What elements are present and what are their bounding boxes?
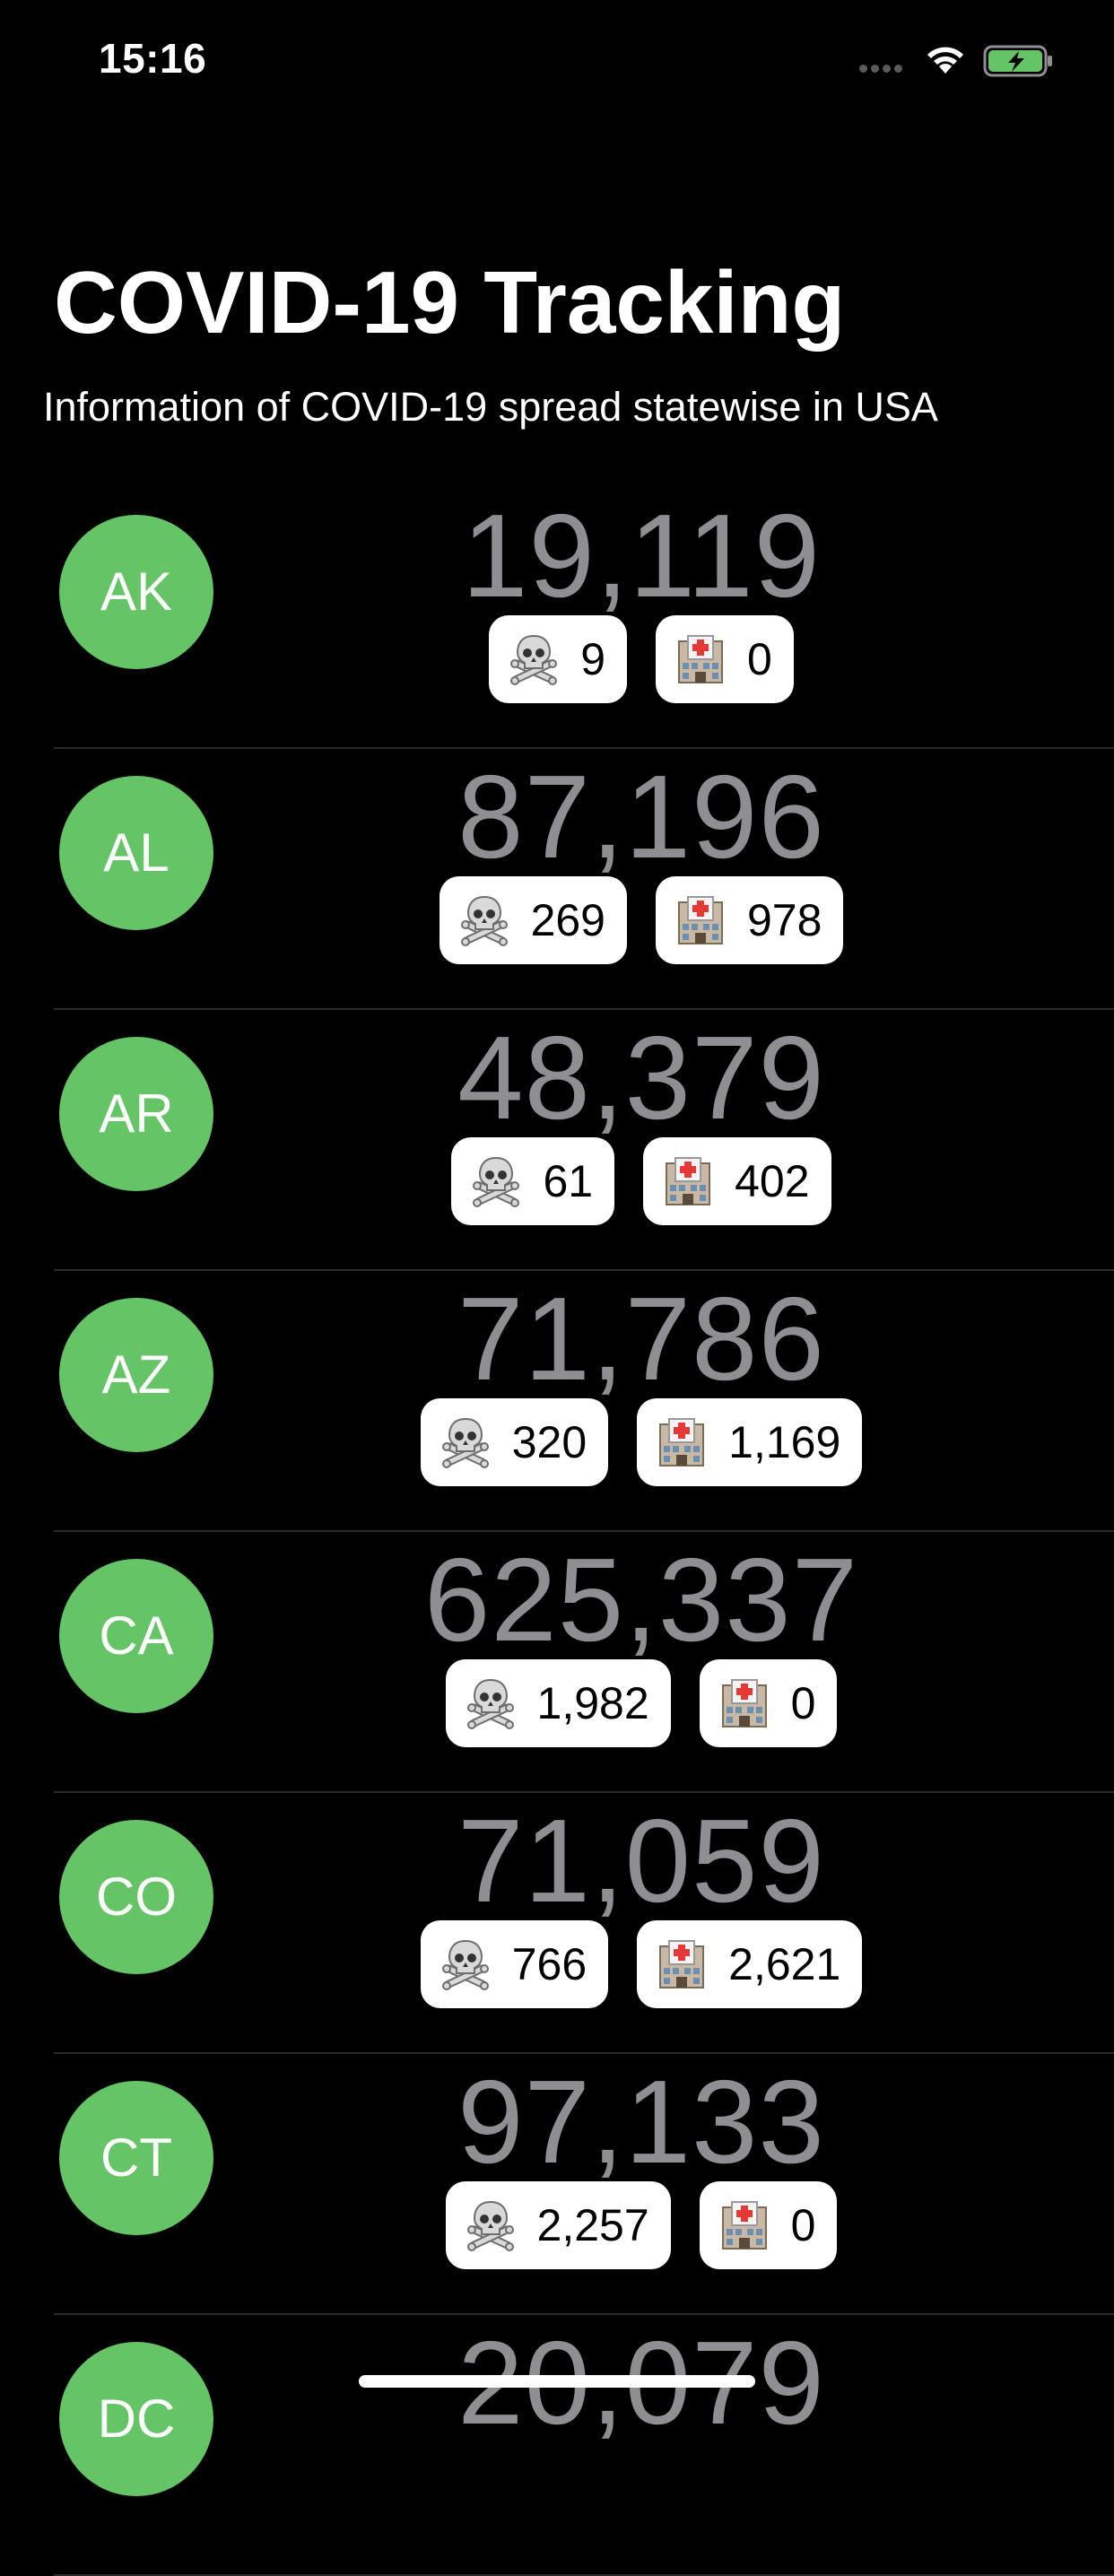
skull-crossbones-icon	[439, 1415, 492, 1469]
row-divider	[54, 1791, 1114, 1793]
stat-badges: 2,257 0	[215, 2181, 1067, 2269]
deaths-count: 61	[543, 1156, 594, 1206]
case-count: 19,119	[462, 490, 821, 622]
skull-crossbones-icon	[469, 1154, 523, 1208]
hospital-icon	[674, 893, 727, 947]
case-count: 97,133	[457, 2056, 825, 2188]
deaths-badge: 766	[420, 1920, 609, 2008]
case-count: 71,059	[457, 1795, 825, 1927]
hospitalized-badge: 0	[699, 2181, 838, 2269]
signal-dots-icon	[859, 63, 906, 74]
stat-badges: 766 2,621	[215, 1920, 1067, 2008]
state-avatar: CO	[59, 1820, 213, 1974]
row-divider	[54, 2052, 1114, 2054]
deaths-badge: 269	[439, 876, 627, 964]
skull-crossbones-icon	[439, 1937, 492, 1991]
skull-crossbones-icon	[457, 893, 511, 947]
skull-crossbones-icon	[464, 1676, 518, 1730]
case-count: 87,196	[457, 751, 825, 883]
page-subtitle: Information of COVID-19 spread statewise…	[43, 384, 938, 430]
deaths-badge: 61	[451, 1137, 615, 1225]
row-divider	[54, 747, 1114, 749]
hospitalized-badge: 402	[643, 1137, 831, 1225]
state-row-ct[interactable]: CT 97,133 2,257 0	[0, 2054, 1114, 2315]
deaths-count: 320	[511, 1417, 587, 1467]
battery-charging-icon	[983, 45, 1055, 77]
skull-crossbones-icon	[464, 2198, 518, 2252]
state-row-dc[interactable]: DC 20,079	[0, 2315, 1114, 2576]
deaths-count: 2,257	[536, 2200, 649, 2250]
state-row-ak[interactable]: AK 19,119 9 0	[0, 488, 1114, 749]
deaths-count: 269	[530, 895, 605, 945]
stat-badges: 269 978	[215, 876, 1067, 964]
state-avatar: AK	[59, 515, 213, 669]
hospitalized-count: 0	[747, 634, 772, 684]
hospitalized-count: 0	[790, 1678, 816, 1728]
state-avatar: DC	[59, 2342, 213, 2496]
status-bar: 15:16	[0, 0, 1114, 118]
case-count: 625,337	[423, 1534, 859, 1666]
hospitalized-badge: 1,169	[637, 1398, 863, 1486]
state-avatar: AR	[59, 1037, 213, 1191]
deaths-count: 9	[580, 634, 605, 684]
deaths-badge: 1,982	[445, 1659, 671, 1747]
hospital-icon	[674, 632, 727, 686]
hospitalized-badge: 0	[656, 615, 794, 703]
hospital-icon	[718, 1676, 771, 1730]
row-divider	[54, 1530, 1114, 1532]
deaths-count: 766	[511, 1939, 587, 1989]
state-avatar: AZ	[59, 1298, 213, 1452]
hospitalized-badge: 2,621	[637, 1920, 863, 2008]
deaths-badge: 320	[420, 1398, 609, 1486]
wifi-icon	[924, 41, 967, 77]
state-row-ca[interactable]: CA 625,337 1,982 0	[0, 1532, 1114, 1793]
deaths-badge: 2,257	[445, 2181, 671, 2269]
hospitalized-count: 2,621	[728, 1939, 841, 1989]
state-list: AK 19,119 9 0 AL 87,196 269 978 AR 48,379 61 402 AZ 7…	[0, 488, 1114, 2576]
state-row-al[interactable]: AL 87,196 269 978	[0, 749, 1114, 1010]
hospitalized-count: 402	[735, 1156, 810, 1206]
stat-badges: 1,982 0	[215, 1659, 1067, 1747]
hospital-icon	[655, 1415, 709, 1469]
stat-badges: 320 1,169	[215, 1398, 1067, 1486]
home-indicator[interactable]	[359, 2375, 755, 2388]
deaths-badge: 9	[489, 615, 627, 703]
state-row-ar[interactable]: AR 48,379 61 402	[0, 1010, 1114, 1271]
row-divider	[54, 1269, 1114, 1271]
hospitalized-count: 0	[790, 2200, 816, 2250]
state-row-az[interactable]: AZ 71,786 320 1,169	[0, 1271, 1114, 1532]
state-avatar: CT	[59, 2081, 213, 2235]
hospital-icon	[655, 1937, 709, 1991]
stat-badges: 61 402	[215, 1137, 1067, 1225]
page-title: COVID-19 Tracking	[54, 253, 846, 352]
hospitalized-badge: 0	[699, 1659, 838, 1747]
skull-crossbones-icon	[507, 632, 561, 686]
deaths-count: 1,982	[536, 1678, 649, 1728]
case-count: 48,379	[457, 1012, 825, 1144]
status-time: 15:16	[99, 35, 207, 82]
hospitalized-badge: 978	[656, 876, 844, 964]
state-avatar: CA	[59, 1559, 213, 1713]
row-divider	[54, 1008, 1114, 1010]
hospitalized-count: 978	[747, 895, 822, 945]
state-row-co[interactable]: CO 71,059 766 2,621	[0, 1793, 1114, 2054]
row-divider	[54, 2313, 1114, 2315]
hospitalized-count: 1,169	[728, 1417, 841, 1467]
hospital-icon	[661, 1154, 715, 1208]
case-count: 71,786	[457, 1273, 825, 1405]
hospital-icon	[718, 2198, 771, 2252]
state-avatar: AL	[59, 776, 213, 930]
